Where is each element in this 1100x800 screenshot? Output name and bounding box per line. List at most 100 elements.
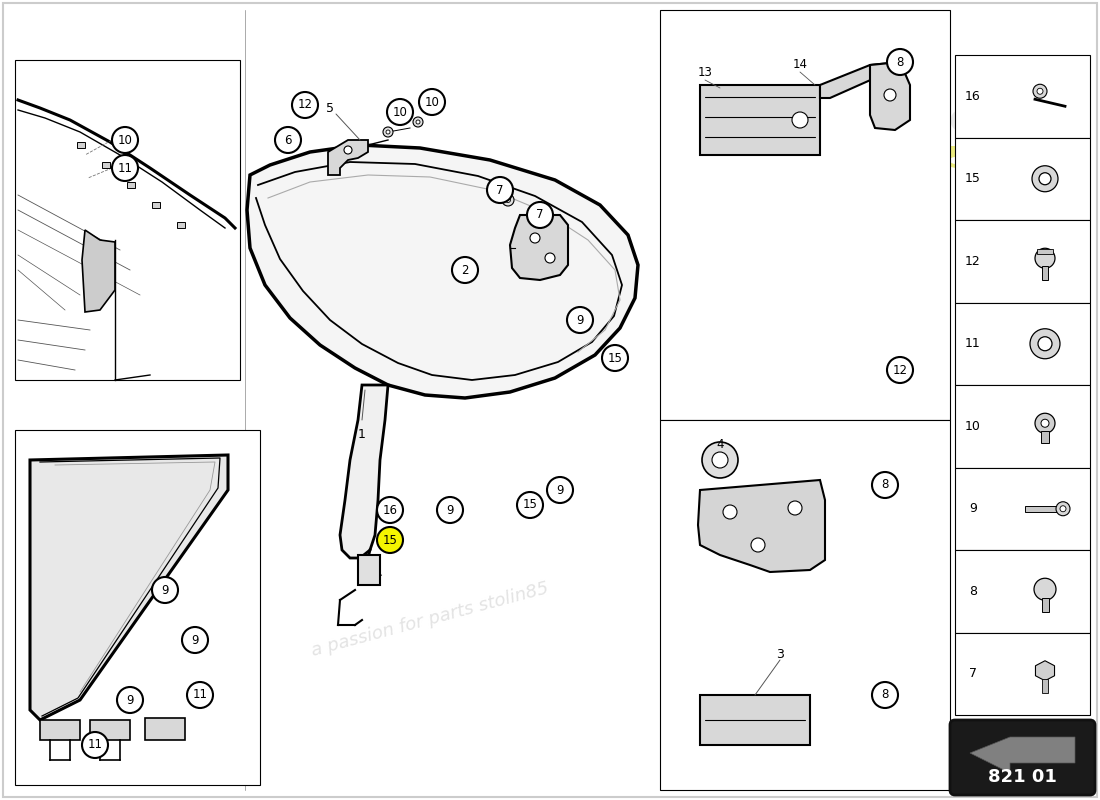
Bar [955,633,1090,715]
Bar [15,60,240,380]
Circle shape [872,682,898,708]
Circle shape [723,505,737,519]
Polygon shape [870,62,910,130]
Text: 9: 9 [162,583,168,597]
Bar [1041,431,1049,443]
Text: 13: 13 [697,66,713,78]
Bar [145,718,185,740]
Text: 4: 4 [716,438,724,451]
Circle shape [872,472,898,498]
Circle shape [788,501,802,515]
Text: 14: 14 [792,58,807,71]
Circle shape [187,682,213,708]
Bar [358,555,379,585]
Text: 10: 10 [118,134,132,146]
Circle shape [602,345,628,371]
Bar [177,222,185,228]
Text: 15: 15 [383,534,397,546]
Bar [955,55,1090,138]
Circle shape [377,527,403,553]
Text: 6: 6 [284,134,292,146]
Polygon shape [328,140,369,175]
Text: 12: 12 [297,98,312,111]
Circle shape [1037,88,1043,94]
Circle shape [82,732,108,758]
Bar [1037,250,1053,254]
Text: 9: 9 [969,502,977,515]
Circle shape [1034,578,1056,600]
Bar [77,142,85,148]
Bar [955,138,1090,220]
Text: 5: 5 [326,102,334,114]
Circle shape [1032,166,1058,192]
Polygon shape [820,62,905,98]
Circle shape [452,257,478,283]
Text: 8: 8 [969,585,977,598]
Bar [955,550,1090,633]
Circle shape [712,452,728,468]
Circle shape [419,89,446,115]
Bar [660,420,950,790]
Text: 11: 11 [88,738,102,751]
Circle shape [530,233,540,243]
Polygon shape [698,480,825,572]
Circle shape [292,92,318,118]
Circle shape [1035,248,1055,268]
Text: 11: 11 [192,689,208,702]
Circle shape [383,127,393,137]
Circle shape [1030,329,1060,358]
Circle shape [412,117,424,127]
Text: 7: 7 [496,183,504,197]
Bar [40,720,80,740]
Text: 11: 11 [965,338,981,350]
Polygon shape [248,145,638,398]
Text: 10: 10 [393,106,407,118]
Circle shape [751,538,764,552]
Text: 3: 3 [777,649,784,662]
Text: 11: 11 [118,162,132,174]
Circle shape [1038,337,1052,350]
Bar [102,162,110,168]
Polygon shape [970,737,1075,773]
Circle shape [1056,502,1070,516]
Polygon shape [82,230,116,312]
Circle shape [112,155,138,181]
Text: 15: 15 [607,351,623,365]
Circle shape [506,198,510,202]
Circle shape [502,194,514,206]
Bar [1042,598,1048,612]
Polygon shape [510,215,568,280]
Text: 12: 12 [965,254,981,268]
Circle shape [887,357,913,383]
Circle shape [152,577,178,603]
Text: 16: 16 [965,90,981,102]
Text: 12: 12 [892,363,907,377]
Bar [700,695,810,745]
Circle shape [517,492,543,518]
Text: 7: 7 [537,209,543,222]
Text: 9: 9 [576,314,584,326]
Circle shape [112,127,138,153]
FancyBboxPatch shape [950,720,1094,795]
Text: a passion for parts stolin85: a passion for parts stolin85 [309,579,551,661]
Text: 2: 2 [461,263,469,277]
Circle shape [527,202,553,228]
Circle shape [117,687,143,713]
Polygon shape [340,385,388,558]
Circle shape [1040,173,1050,185]
Bar [152,202,160,208]
Circle shape [566,307,593,333]
Text: 10: 10 [425,95,439,109]
Bar [126,182,135,188]
Circle shape [702,442,738,478]
Circle shape [386,130,390,134]
Text: 10: 10 [965,420,981,433]
Text: 15: 15 [522,498,538,511]
Text: 9: 9 [447,503,453,517]
Circle shape [1060,506,1066,512]
Text: 1: 1 [359,429,366,442]
Circle shape [792,112,808,128]
Circle shape [344,146,352,154]
Polygon shape [1035,661,1055,681]
Circle shape [544,253,556,263]
